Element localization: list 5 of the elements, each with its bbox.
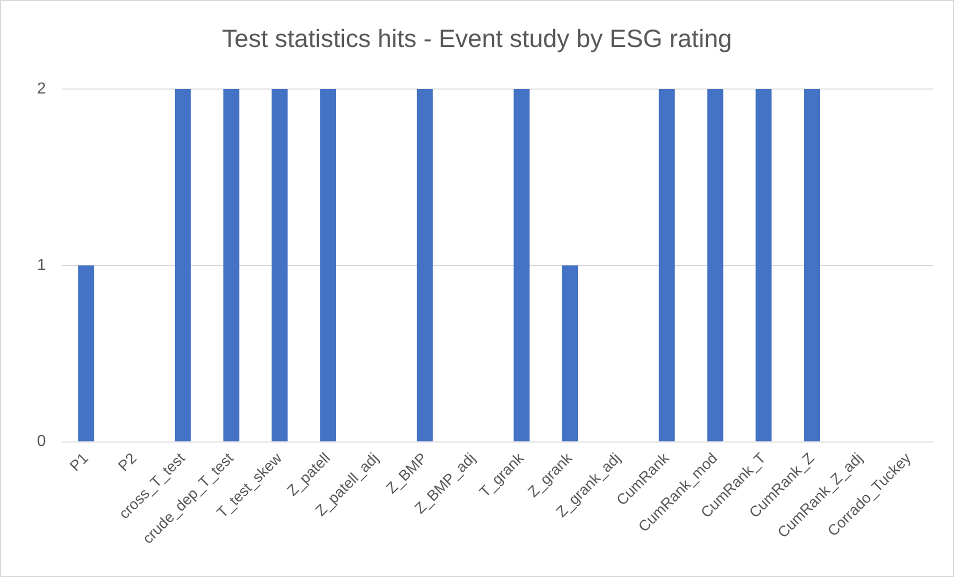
y-tick-label: 0 — [36, 433, 46, 450]
x-tick-label: P1 — [66, 450, 92, 475]
y-tick-label: 2 — [36, 80, 46, 98]
y-tick-label: 1 — [36, 256, 46, 274]
chart-title: Test statistics hits - Event study by ESG rating — [222, 24, 732, 53]
